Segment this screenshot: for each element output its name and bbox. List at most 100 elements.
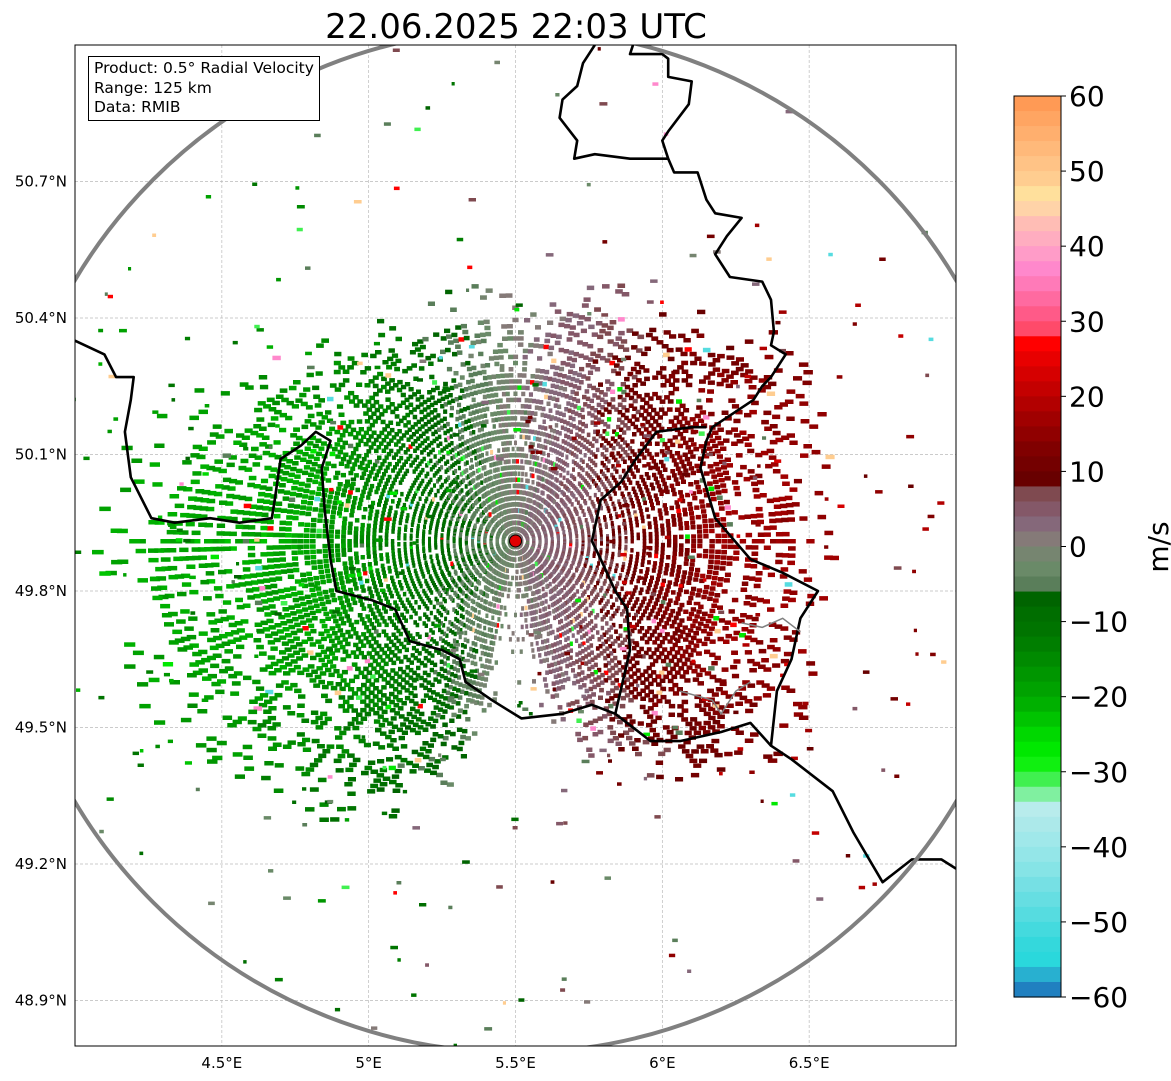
echo-gate	[538, 608, 542, 613]
echo-gate	[638, 487, 643, 492]
echo-gate	[490, 665, 494, 671]
echo-gate	[595, 646, 600, 651]
echo-gate	[618, 539, 622, 544]
echo-gate	[620, 339, 628, 344]
echo-gate	[537, 595, 541, 601]
echo-gate	[612, 701, 618, 706]
echo-gate	[780, 658, 790, 664]
echo-gate	[459, 605, 463, 611]
echo-gate	[606, 536, 610, 541]
echo-gate	[806, 539, 815, 544]
echo-gate	[602, 496, 606, 502]
echo-gate	[364, 703, 371, 708]
echo-gate	[342, 699, 350, 705]
echo-gate	[575, 534, 579, 539]
echo-gate	[550, 537, 554, 542]
echo-gate	[430, 770, 437, 776]
echo-gate	[427, 569, 431, 575]
echo-gate	[671, 674, 678, 680]
echo-gate	[395, 615, 399, 621]
echo-gate	[787, 553, 796, 558]
echo-gate	[588, 621, 592, 626]
echo-gate	[685, 382, 693, 388]
echo-gate	[640, 654, 646, 659]
echo-gate	[375, 662, 382, 667]
echo-gate	[405, 665, 410, 670]
echo-gate	[400, 757, 408, 763]
echo-gate	[583, 675, 588, 681]
echo-gate	[423, 685, 428, 691]
echo-gate	[660, 582, 665, 588]
echo-gate	[435, 692, 440, 697]
echo-gate	[750, 513, 758, 519]
echo-gate	[397, 594, 401, 599]
echo-gate	[579, 628, 583, 633]
echo-gate	[644, 573, 648, 579]
echo-gate	[496, 610, 500, 616]
echo-gate	[600, 617, 604, 622]
echo-gate	[293, 636, 300, 641]
echo-gate	[336, 673, 344, 679]
echo-gate	[646, 430, 652, 436]
echo-gate	[531, 473, 535, 479]
echo-gate	[396, 638, 401, 644]
echo-gate	[458, 604, 462, 609]
echo-gate	[720, 560, 727, 566]
echo-gate	[390, 593, 394, 599]
echo-gate	[534, 430, 538, 435]
echo-gate	[690, 623, 696, 629]
echo-gate	[695, 593, 701, 598]
echo-gate	[644, 448, 650, 453]
echo-gate	[429, 667, 434, 673]
echo-gate	[721, 488, 728, 494]
echo-gate	[309, 762, 319, 768]
echo-gate	[380, 731, 387, 736]
echo-gate	[532, 584, 536, 589]
echo-gate	[631, 663, 637, 669]
echo-gate	[384, 643, 389, 648]
echo-gate	[564, 381, 569, 386]
echo-gate	[679, 424, 686, 429]
echo-gate	[549, 650, 554, 655]
echo-gate	[577, 563, 581, 568]
echo-gate	[568, 382, 574, 388]
echo-gate	[290, 644, 298, 650]
echo-gate	[761, 683, 770, 688]
echo-gate	[381, 701, 387, 706]
echo-gate	[642, 481, 647, 486]
echo-gate	[787, 560, 795, 566]
echo-gate	[666, 530, 672, 536]
echo-gate	[448, 594, 452, 600]
echo-gate	[523, 416, 527, 421]
echo-gate	[431, 621, 435, 626]
echo-gate	[691, 543, 697, 549]
echo-gate	[334, 635, 341, 641]
echo-gate	[594, 615, 598, 620]
echo-gate	[340, 621, 347, 626]
echo-gate	[603, 407, 609, 412]
echo-gate	[751, 400, 759, 406]
echo-gate	[391, 774, 400, 779]
echo-gate	[476, 629, 480, 635]
echo-gate	[566, 463, 570, 468]
echo-gate	[378, 745, 386, 750]
echo-gate	[709, 491, 716, 497]
echo-gate	[592, 598, 595, 604]
echo-gate	[657, 508, 662, 513]
echo-gate	[681, 699, 689, 705]
echo-gate	[539, 601, 543, 606]
echo-gate	[676, 508, 681, 514]
echo-gate	[529, 611, 533, 616]
echo-gate	[642, 539, 647, 544]
echo-gate	[361, 682, 367, 688]
echo-gate	[514, 459, 517, 464]
echo-gate	[635, 480, 640, 486]
echo-gate	[342, 637, 348, 642]
echo-gate	[607, 409, 612, 415]
echo-gate	[461, 656, 465, 662]
echo-gate	[644, 438, 650, 443]
echo-gate	[659, 678, 666, 683]
echo-gate	[443, 696, 448, 701]
echo-gate	[368, 662, 374, 668]
echo-gate	[237, 716, 247, 721]
